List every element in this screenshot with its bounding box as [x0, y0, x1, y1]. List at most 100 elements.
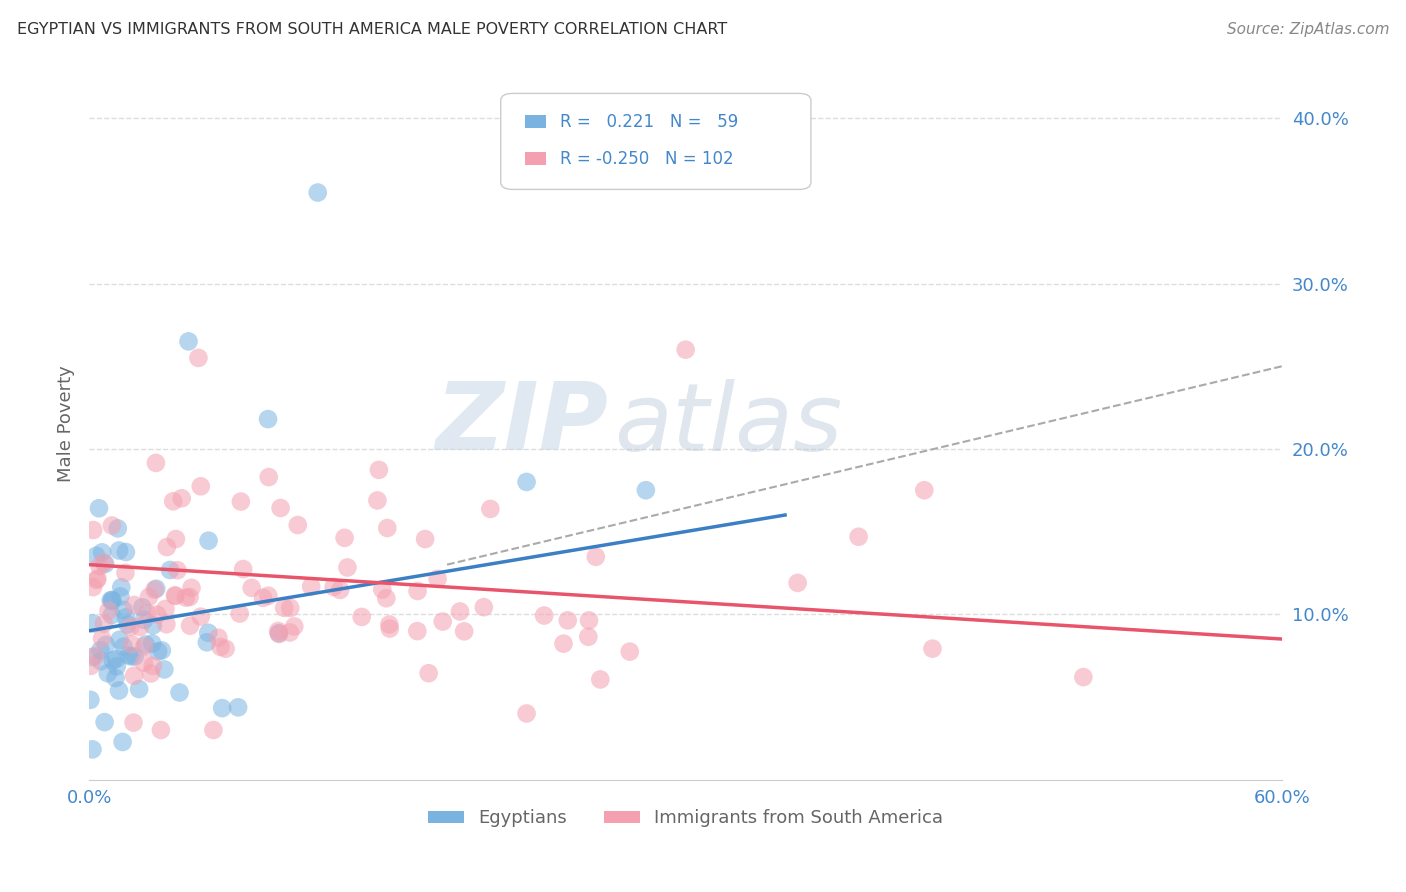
- Point: [132, 656, 155, 670]
- Point: [82, 580, 104, 594]
- Point: [329, 582, 352, 597]
- Point: [122, 715, 145, 730]
- Point: [97, 666, 120, 681]
- Point: [146, 607, 169, 622]
- Point: [111, 735, 134, 749]
- FancyBboxPatch shape: [524, 153, 546, 165]
- Point: [267, 624, 290, 638]
- Point: [112, 640, 135, 654]
- Point: [367, 463, 389, 477]
- Point: [283, 619, 305, 633]
- Point: [90, 654, 112, 668]
- Point: [257, 412, 280, 426]
- Point: [87, 501, 110, 516]
- Point: [107, 521, 129, 535]
- Point: [79, 693, 101, 707]
- Point: [163, 588, 186, 602]
- Point: [101, 518, 124, 533]
- Point: [112, 603, 135, 617]
- Text: ZIP: ZIP: [436, 378, 607, 470]
- Text: Source: ZipAtlas.com: Source: ZipAtlas.com: [1226, 22, 1389, 37]
- Point: [82, 650, 104, 665]
- Point: [449, 604, 471, 618]
- Point: [912, 483, 935, 498]
- Point: [375, 591, 398, 606]
- Point: [432, 615, 454, 629]
- Point: [267, 626, 290, 640]
- Point: [619, 645, 641, 659]
- Point: [150, 643, 173, 657]
- Legend: Egyptians, Immigrants from South America: Egyptians, Immigrants from South America: [420, 802, 950, 835]
- Point: [89, 559, 111, 574]
- Point: [578, 614, 600, 628]
- Point: [89, 643, 111, 657]
- Point: [153, 662, 176, 676]
- Point: [86, 573, 108, 587]
- Point: [138, 590, 160, 604]
- Point: [114, 566, 136, 580]
- Point: [197, 533, 219, 548]
- Point: [97, 604, 120, 618]
- Point: [169, 685, 191, 699]
- Point: [406, 584, 429, 599]
- Point: [93, 616, 115, 631]
- Point: [124, 649, 146, 664]
- Point: [786, 575, 808, 590]
- Point: [634, 483, 657, 498]
- Point: [307, 186, 329, 200]
- Point: [165, 532, 187, 546]
- Point: [145, 582, 167, 596]
- Point: [120, 620, 142, 634]
- Point: [190, 609, 212, 624]
- Point: [557, 613, 579, 627]
- Point: [179, 618, 201, 632]
- Point: [366, 493, 388, 508]
- Point: [120, 649, 142, 664]
- Point: [135, 638, 157, 652]
- Point: [110, 580, 132, 594]
- Point: [252, 591, 274, 605]
- Point: [190, 479, 212, 493]
- FancyBboxPatch shape: [524, 115, 546, 128]
- Point: [166, 563, 188, 577]
- Point: [378, 622, 401, 636]
- Point: [121, 637, 143, 651]
- Point: [195, 635, 218, 649]
- Point: [91, 632, 114, 646]
- Point: [413, 532, 436, 546]
- Point: [479, 502, 502, 516]
- Point: [86, 572, 108, 586]
- Point: [848, 530, 870, 544]
- Point: [533, 608, 555, 623]
- Point: [108, 632, 131, 647]
- Point: [115, 545, 138, 559]
- Point: [1073, 670, 1095, 684]
- Point: [93, 556, 115, 570]
- Point: [187, 351, 209, 365]
- Point: [207, 631, 229, 645]
- Point: [117, 617, 139, 632]
- Text: R = -0.250   N = 102: R = -0.250 N = 102: [561, 150, 734, 168]
- Point: [322, 580, 344, 594]
- Point: [94, 638, 117, 652]
- Point: [211, 701, 233, 715]
- Point: [209, 640, 232, 654]
- Point: [82, 616, 104, 631]
- Point: [267, 627, 290, 641]
- Point: [553, 637, 575, 651]
- Point: [214, 641, 236, 656]
- Point: [146, 644, 169, 658]
- Point: [101, 593, 124, 607]
- Point: [162, 494, 184, 508]
- Point: [270, 501, 292, 516]
- Point: [406, 624, 429, 639]
- Point: [375, 521, 398, 535]
- Point: [132, 613, 155, 627]
- Point: [115, 610, 138, 624]
- Point: [142, 659, 165, 673]
- Point: [287, 518, 309, 533]
- Point: [921, 641, 943, 656]
- Point: [257, 589, 280, 603]
- Point: [122, 598, 145, 612]
- Point: [257, 470, 280, 484]
